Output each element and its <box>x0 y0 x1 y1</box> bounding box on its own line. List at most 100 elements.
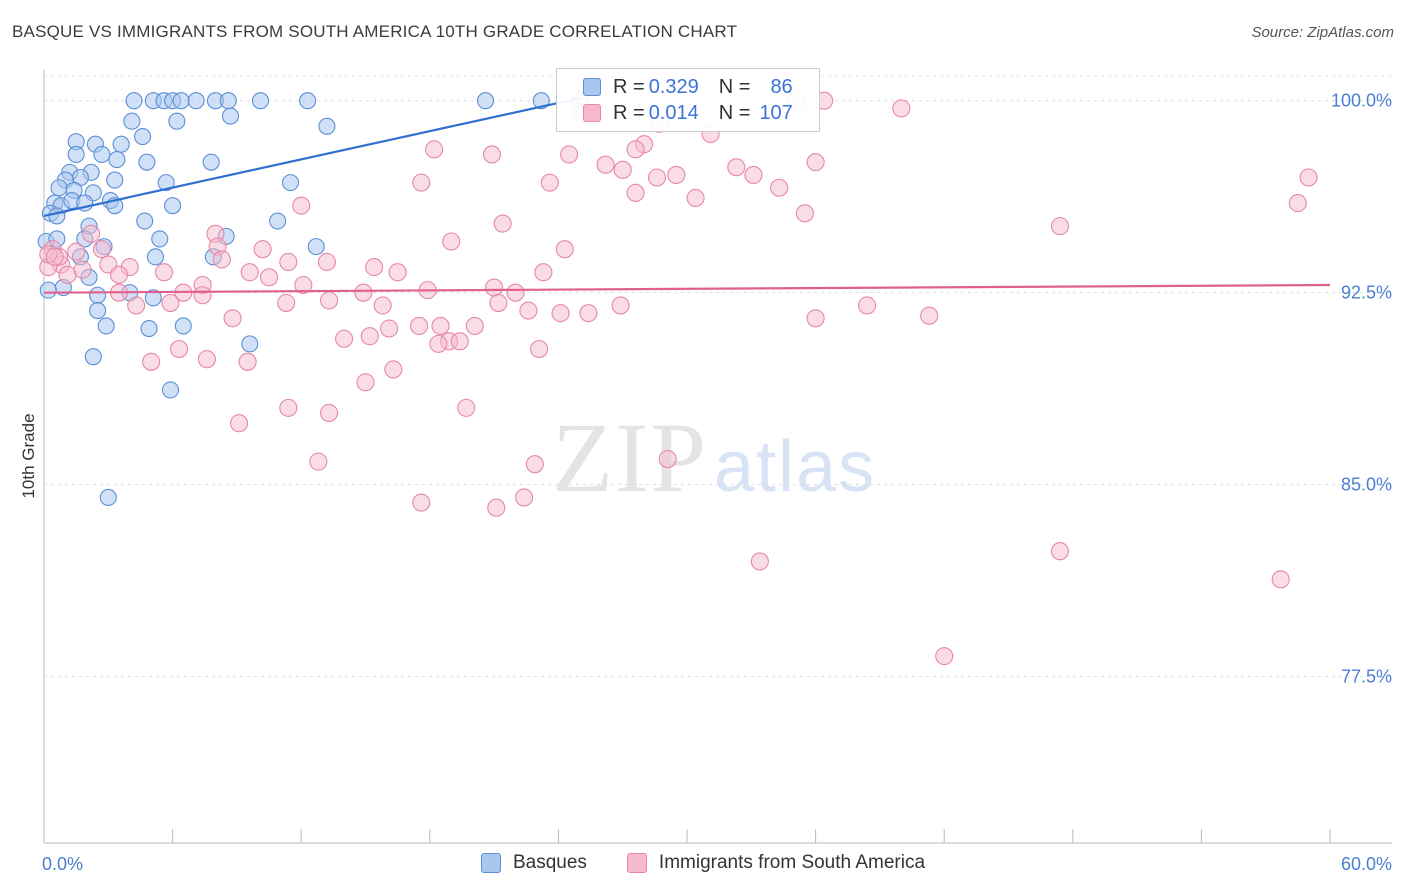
r-label: R = <box>613 101 645 124</box>
immigrants-point <box>613 160 632 179</box>
legend-item-basques[interactable]: Basques <box>480 852 587 874</box>
basques-point <box>174 317 192 335</box>
chart-source: Source: ZipAtlas.com <box>1251 24 1394 41</box>
y-tick-label: 85.0% <box>1341 475 1392 495</box>
immigrants-point <box>412 173 431 192</box>
immigrants-point <box>686 188 705 208</box>
immigrants-point <box>626 140 645 159</box>
immigrants-point <box>551 304 570 323</box>
basques-point <box>187 92 205 110</box>
immigrants-point <box>579 304 598 323</box>
immigrants-point <box>1288 194 1307 213</box>
immigrants-point <box>279 398 298 417</box>
immigrants-point <box>356 373 375 392</box>
basques-point <box>125 92 143 110</box>
immigrants-point <box>229 414 249 433</box>
immigrants-point <box>485 278 504 297</box>
immigrants-point <box>277 293 296 312</box>
immigrants-legend-swatch <box>626 853 647 873</box>
immigrants-point <box>611 296 630 315</box>
immigrants-point <box>744 165 763 184</box>
immigrants-point <box>429 334 448 353</box>
immigrants-point <box>82 224 101 243</box>
immigrants-point <box>240 263 259 282</box>
basques-point <box>97 317 115 335</box>
immigrants-point <box>92 240 111 259</box>
basques-point <box>108 151 126 169</box>
watermark: ZIPatlas <box>552 400 876 515</box>
basques-point <box>136 212 154 230</box>
watermark-zip: ZIP <box>552 402 708 513</box>
grid <box>44 75 1392 678</box>
legend-item-immigrants[interactable]: Immigrants from South America <box>626 852 926 874</box>
immigrants-point <box>309 452 328 471</box>
y-tick-label: 77.5% <box>1341 667 1392 687</box>
basques-n-value: 86 <box>770 75 793 98</box>
immigrants-point <box>373 296 392 315</box>
immigrants-point <box>647 168 667 187</box>
legend-row-basques: R = 0.329 N = 86 <box>583 74 793 100</box>
basques-point <box>106 171 124 189</box>
immigrants-point <box>127 296 146 315</box>
legend-row-immigrants: R = 0.014 N = 107 <box>583 100 793 126</box>
series-legend: Basques Immigrants from South America <box>0 852 1406 874</box>
immigrants-point <box>1050 217 1069 236</box>
immigrants-point <box>412 493 431 512</box>
basques-point <box>318 117 336 135</box>
immigrants-point <box>487 498 506 517</box>
basques-legend-swatch <box>480 853 501 873</box>
immigrants-point <box>920 306 939 325</box>
immigrants-point <box>750 552 769 571</box>
immigrants-point <box>457 398 476 417</box>
immigrants-point <box>212 250 231 269</box>
immigrants-point <box>465 316 484 336</box>
immigrants-point <box>279 252 298 272</box>
basques-point <box>251 92 270 110</box>
tick-labels: 100.0% 92.5% 85.0% 77.5% 0.0% 60.0% <box>42 91 1392 874</box>
x-tick-label-max: 60.0% <box>1341 854 1392 874</box>
basques-point <box>123 112 141 130</box>
immigrants-point <box>806 309 825 328</box>
immigrants-point <box>892 99 911 118</box>
immigrants-point <box>388 263 407 282</box>
immigrants-point <box>410 316 429 336</box>
immigrants-r-value: 0.014 <box>648 101 699 124</box>
immigrants-point <box>384 360 403 379</box>
basques-point <box>84 348 102 366</box>
immigrants-point <box>560 145 579 164</box>
immigrants-point <box>770 178 789 197</box>
immigrants-point <box>259 268 279 287</box>
immigrants-point <box>727 158 746 177</box>
immigrants-n-value: 107 <box>759 101 793 124</box>
basques-point <box>151 230 169 248</box>
basques-point <box>93 145 111 164</box>
immigrants-point <box>169 339 189 359</box>
basques-point <box>281 174 300 192</box>
immigrants-point <box>360 327 379 346</box>
stats-legend: R = 0.329 N = 86 R = 0.014 N = 107 <box>556 68 820 132</box>
immigrants-point <box>45 247 64 266</box>
basques-point <box>144 289 162 307</box>
immigrants-point <box>1050 542 1069 561</box>
immigrants-legend-label: Immigrants from South America <box>658 852 926 873</box>
immigrants-point <box>67 242 86 261</box>
immigrants-point <box>154 263 174 282</box>
immigrants-point <box>161 293 180 312</box>
immigrants-point <box>935 647 954 666</box>
immigrants-point <box>320 403 339 423</box>
immigrants-point <box>193 286 212 305</box>
immigrants-point <box>555 240 574 259</box>
immigrants-point <box>493 214 512 233</box>
immigrants-point <box>320 291 339 310</box>
basques-point <box>202 153 220 171</box>
immigrants-point <box>380 319 399 338</box>
immigrants-point <box>425 140 444 159</box>
immigrants-point <box>667 165 686 184</box>
immigrants-point <box>73 260 92 279</box>
immigrants-point <box>58 265 77 284</box>
axes <box>43 70 1392 844</box>
immigrants-point <box>806 153 825 172</box>
immigrants-point <box>365 258 384 277</box>
immigrants-point <box>109 265 129 284</box>
